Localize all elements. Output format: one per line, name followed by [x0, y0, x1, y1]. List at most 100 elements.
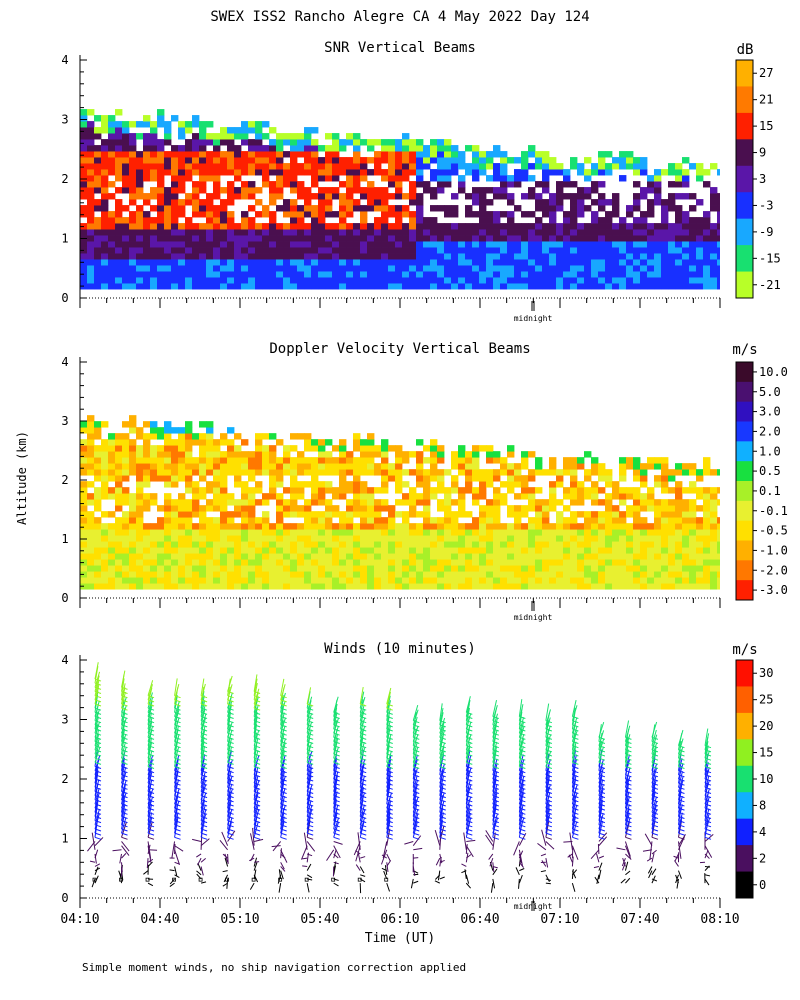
- wind-barb-flag: [94, 786, 102, 790]
- heatmap-cell: [276, 271, 284, 278]
- heatmap-cell: [563, 223, 571, 230]
- heatmap-cell: [465, 265, 473, 272]
- heatmap-cell: [395, 451, 403, 458]
- heatmap-cell: [605, 283, 613, 290]
- heatmap-cell: [402, 271, 410, 278]
- heatmap-cell: [381, 157, 389, 164]
- wind-barb: [333, 778, 338, 796]
- heatmap-cell: [437, 259, 445, 266]
- heatmap-cell: [227, 187, 235, 194]
- heatmap-cell: [654, 223, 662, 230]
- calm-marker: [119, 877, 123, 882]
- heatmap-cell: [150, 565, 158, 572]
- heatmap-cell: [129, 241, 137, 248]
- wind-barb-flag: [253, 782, 261, 786]
- heatmap-cell: [346, 571, 354, 578]
- heatmap-cell: [164, 511, 172, 518]
- heatmap-cell: [395, 475, 403, 482]
- heatmap-cell: [612, 193, 620, 200]
- heatmap-cell: [353, 157, 361, 164]
- heatmap-cell: [122, 265, 130, 272]
- heatmap-cell: [94, 487, 102, 494]
- wind-barb-flag: [227, 811, 234, 815]
- wind-barb: [357, 852, 361, 863]
- heatmap-cell: [199, 223, 207, 230]
- heatmap-cell: [94, 577, 102, 584]
- heatmap-cell: [591, 481, 599, 488]
- wind-barb: [386, 862, 389, 873]
- colorbar-swatch: [736, 520, 753, 541]
- wind-barb-flag: [333, 749, 340, 753]
- heatmap-cell: [374, 277, 382, 284]
- heatmap-cell: [472, 547, 480, 554]
- heatmap-cell: [325, 499, 333, 506]
- heatmap-cell: [598, 217, 606, 224]
- heatmap-cell: [353, 169, 361, 176]
- heatmap-cell: [339, 487, 347, 494]
- wind-barb-flag: [227, 828, 234, 832]
- heatmap-cell: [108, 565, 116, 572]
- heatmap-cell: [262, 163, 270, 170]
- heatmap-cell: [255, 517, 263, 524]
- colorbar-swatch: [736, 441, 753, 462]
- heatmap-cell: [640, 169, 648, 176]
- heatmap-cell: [472, 487, 480, 494]
- heatmap-cell: [101, 487, 109, 494]
- heatmap-cell: [402, 469, 410, 476]
- heatmap-cell: [290, 511, 298, 518]
- heatmap-cell: [129, 493, 137, 500]
- heatmap-cell: [248, 151, 256, 158]
- heatmap-cell: [647, 265, 655, 272]
- wind-barb-flag: [360, 778, 367, 782]
- heatmap-cell: [633, 181, 641, 188]
- heatmap-cell: [290, 199, 298, 206]
- heatmap-cell: [101, 265, 109, 272]
- heatmap-cell: [269, 541, 277, 548]
- heatmap-cell: [521, 481, 529, 488]
- heatmap-cell: [262, 433, 270, 440]
- heatmap-cell: [381, 283, 389, 290]
- heatmap-cell: [535, 457, 543, 464]
- wind-barb-flag: [280, 791, 287, 794]
- heatmap-cell: [108, 145, 116, 152]
- heatmap-cell: [444, 487, 452, 494]
- heatmap-cell: [472, 535, 480, 542]
- heatmap-cell: [507, 541, 515, 548]
- heatmap-cell: [353, 469, 361, 476]
- heatmap-cell: [269, 235, 277, 242]
- heatmap-cell: [577, 487, 585, 494]
- heatmap-cell: [612, 223, 620, 230]
- heatmap-cell: [143, 133, 151, 140]
- wind-barb-flag: [174, 824, 181, 828]
- heatmap-cell: [507, 193, 515, 200]
- heatmap-cell: [633, 565, 641, 572]
- heatmap-cell: [269, 211, 277, 218]
- heatmap-cell: [626, 247, 634, 254]
- heatmap-cell: [395, 283, 403, 290]
- heatmap-cell: [458, 541, 466, 548]
- heatmap-cell: [549, 199, 557, 206]
- wind-barb: [326, 849, 335, 861]
- heatmap-cell: [598, 559, 606, 566]
- heatmap-cell: [136, 451, 144, 458]
- heatmap-cell: [556, 247, 564, 254]
- heatmap-cell: [262, 577, 270, 584]
- heatmap-cell: [444, 253, 452, 260]
- heatmap-cell: [458, 247, 466, 254]
- heatmap-cell: [640, 265, 648, 272]
- heatmap-cell: [542, 169, 550, 176]
- heatmap-cell: [612, 553, 620, 560]
- heatmap-cell: [115, 157, 123, 164]
- wind-barb: [146, 858, 149, 869]
- heatmap-cell: [521, 529, 529, 536]
- panel-doppler-cells: [80, 415, 720, 590]
- heatmap-cell: [234, 529, 242, 536]
- heatmap-cell: [353, 511, 361, 518]
- heatmap-cell: [675, 499, 683, 506]
- heatmap-cell: [416, 205, 424, 212]
- heatmap-cell: [577, 547, 585, 554]
- heatmap-cell: [185, 247, 193, 254]
- heatmap-cell: [577, 463, 585, 470]
- heatmap-cell: [654, 283, 662, 290]
- heatmap-cell: [297, 229, 305, 236]
